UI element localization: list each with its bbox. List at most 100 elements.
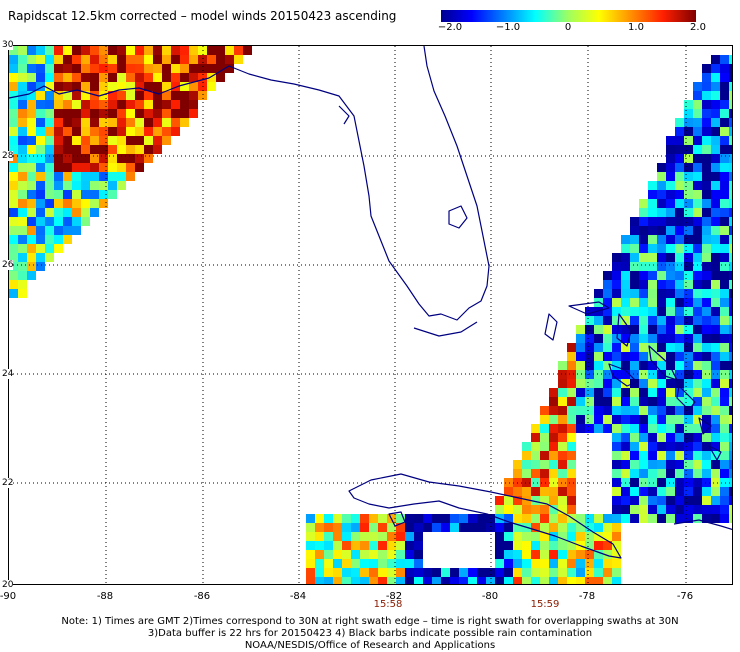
wind-cell	[594, 532, 603, 541]
wind-cell	[729, 433, 732, 442]
wind-cell	[594, 289, 603, 298]
wind-cell	[9, 127, 18, 136]
wind-cell	[558, 379, 567, 388]
colorbar-tick: −1.0	[495, 22, 521, 33]
wind-cell	[369, 550, 378, 559]
wind-cell	[54, 172, 63, 181]
wind-cell	[675, 442, 684, 451]
wind-cell	[216, 73, 225, 82]
wind-cell	[711, 208, 720, 217]
wind-cell	[504, 568, 513, 577]
wind-cell	[81, 145, 90, 154]
wind-cell	[63, 73, 72, 82]
wind-cell	[630, 514, 639, 523]
wind-cell	[657, 208, 666, 217]
wind-cell	[711, 298, 720, 307]
wind-cell	[585, 334, 594, 343]
wind-cell	[729, 262, 732, 271]
wind-cell	[585, 532, 594, 541]
wind-cell	[684, 415, 693, 424]
wind-cell	[27, 136, 36, 145]
wind-cell	[585, 541, 594, 550]
wind-cell	[639, 478, 648, 487]
wind-cell	[621, 487, 630, 496]
wind-cell	[612, 262, 621, 271]
wind-cell	[603, 379, 612, 388]
wind-cell	[702, 388, 711, 397]
wind-cell	[27, 244, 36, 253]
wind-cell	[639, 226, 648, 235]
wind-cell	[387, 541, 396, 550]
wind-cell	[513, 559, 522, 568]
wind-cell	[666, 262, 675, 271]
wind-cell	[36, 235, 45, 244]
wind-cell	[108, 100, 117, 109]
wind-cell	[693, 406, 702, 415]
wind-cell	[729, 280, 732, 289]
wind-cell	[603, 289, 612, 298]
wind-cell	[585, 550, 594, 559]
wind-cell	[657, 469, 666, 478]
wind-cell	[117, 172, 126, 181]
wind-cell	[621, 271, 630, 280]
wind-cell	[495, 496, 504, 505]
wind-cell	[522, 550, 531, 559]
wind-cell	[495, 568, 504, 577]
wind-cell	[630, 253, 639, 262]
wind-cell	[720, 433, 729, 442]
wind-cell	[27, 199, 36, 208]
wind-cell	[522, 478, 531, 487]
wind-cell	[639, 415, 648, 424]
wind-cell	[549, 577, 558, 584]
wind-cell	[693, 379, 702, 388]
wind-cell	[333, 577, 342, 584]
wind-cell	[54, 199, 63, 208]
wind-cell	[45, 172, 54, 181]
wind-cell	[45, 163, 54, 172]
wind-cell	[603, 541, 612, 550]
wind-cell	[720, 442, 729, 451]
wind-cell	[729, 91, 732, 100]
wind-cell	[711, 433, 720, 442]
wind-cell	[666, 235, 675, 244]
wind-cell	[360, 577, 369, 584]
wind-cell	[603, 532, 612, 541]
wind-cell	[729, 496, 732, 505]
wind-cell	[576, 415, 585, 424]
wind-cell	[99, 91, 108, 100]
wind-cell	[612, 397, 621, 406]
wind-cell	[675, 451, 684, 460]
wind-cell	[414, 514, 423, 523]
wind-cell	[126, 118, 135, 127]
swath-time-label: 15:59	[530, 599, 560, 610]
wind-cell	[657, 325, 666, 334]
wind-cell	[711, 190, 720, 199]
wind-cell	[549, 451, 558, 460]
wind-cell	[27, 109, 36, 118]
wind-cell	[603, 343, 612, 352]
wind-cell	[720, 208, 729, 217]
wind-cell	[72, 145, 81, 154]
wind-cell	[693, 415, 702, 424]
wind-cell	[135, 163, 144, 172]
wind-cell	[594, 334, 603, 343]
wind-cell	[207, 82, 216, 91]
wind-cell	[108, 82, 117, 91]
wind-cell	[639, 298, 648, 307]
wind-cell	[54, 91, 63, 100]
wind-cell	[99, 190, 108, 199]
wind-cell	[729, 244, 732, 253]
wind-cell	[693, 127, 702, 136]
wind-cell	[162, 127, 171, 136]
wind-cell	[576, 370, 585, 379]
wind-cell	[621, 253, 630, 262]
wind-cell	[612, 379, 621, 388]
wind-cell	[540, 451, 549, 460]
wind-cell	[711, 343, 720, 352]
wind-cell	[621, 388, 630, 397]
wind-cell	[126, 100, 135, 109]
wind-cell	[162, 46, 171, 55]
wind-cell	[369, 559, 378, 568]
wind-cell	[630, 316, 639, 325]
wind-cell	[567, 487, 576, 496]
